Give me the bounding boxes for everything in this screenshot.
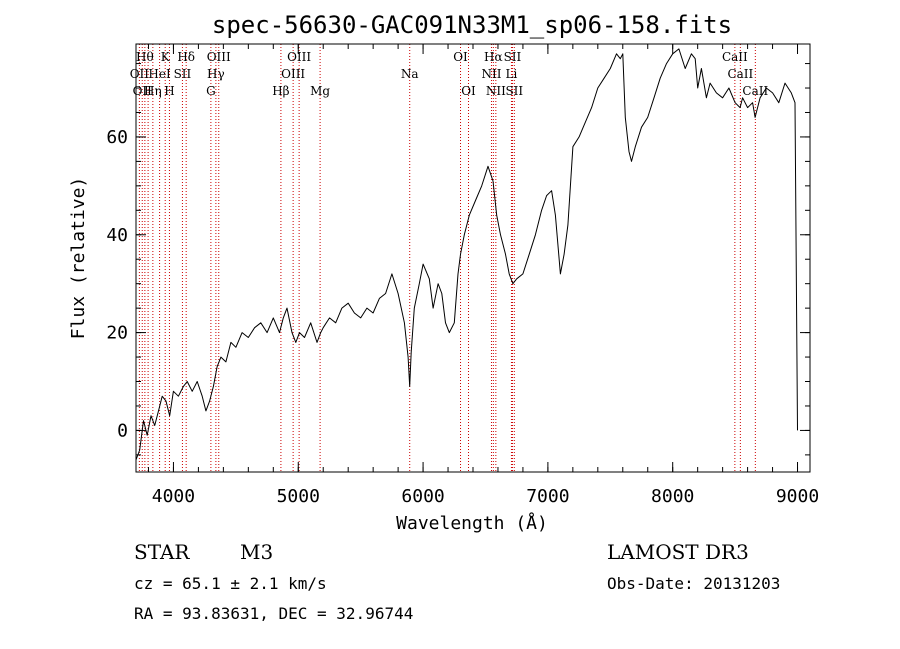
line-marker-label-2: Hθ <box>136 50 154 64</box>
line-marker-label-8: SII <box>174 67 192 81</box>
object-class: STAR <box>134 540 190 564</box>
spectral-line-labels: OIIOIIHθHηHeIKHSIIHδGHγOIIIHβOIIIOIIIMgN… <box>130 50 769 98</box>
line-marker-label-18: OI <box>453 50 468 64</box>
spectrum-series <box>135 48 798 460</box>
y-tick-label-3: 60 <box>106 127 128 148</box>
x-tick-label-4: 8000 <box>651 486 694 507</box>
line-marker-label-23: Li <box>506 67 518 81</box>
line-marker-label-4: Hη <box>144 84 162 98</box>
line-marker-label-25: SII <box>505 84 523 98</box>
spectral-line-markers <box>138 44 756 472</box>
object-subclass: M3 <box>240 540 273 564</box>
line-marker-label-26: CaII <box>722 50 748 64</box>
line-marker-label-10: G <box>206 84 216 98</box>
line-marker-label-22: NII <box>486 84 506 98</box>
line-marker-label-9: Hδ <box>177 50 195 64</box>
line-marker-label-6: K <box>161 50 171 64</box>
y-tick-label-0: 0 <box>117 420 128 441</box>
x-tick-label-0: 4000 <box>152 486 195 507</box>
line-marker-label-1: OII <box>133 84 153 98</box>
line-marker-label-19: OI <box>461 84 476 98</box>
line-marker-label-17: Na <box>401 67 419 81</box>
line-marker-label-20: NII <box>481 67 501 81</box>
x-tick-label-3: 7000 <box>526 486 569 507</box>
y-tick-label-2: 40 <box>106 225 128 246</box>
line-marker-label-11: Hγ <box>207 67 225 81</box>
line-marker-label-15: OIII <box>287 50 311 64</box>
line-marker-label-7: H <box>164 84 174 98</box>
line-marker-label-5: HeI <box>148 67 171 81</box>
line-marker-label-13: Hβ <box>272 84 289 98</box>
line-marker-label-27: CaII <box>727 67 753 81</box>
axis-ticks <box>136 44 810 472</box>
line-marker-label-21: Hα <box>484 50 503 64</box>
x-tick-label-1: 5000 <box>277 486 320 507</box>
plot-frame <box>135 43 811 473</box>
survey-name: LAMOST DR3 <box>607 540 749 564</box>
line-marker-label-0: OII <box>130 67 150 81</box>
y-axis-label: Flux (relative) <box>68 177 89 340</box>
line-marker-label-24: SII <box>504 50 522 64</box>
chart-title: spec-56630-GAC091N33M1_sp06-158.fits <box>212 11 732 39</box>
observation-date: Obs-Date: 20131203 <box>607 574 780 593</box>
redshift-velocity: cz = 65.1 ± 2.1 km/s <box>134 574 327 593</box>
spectrum-line-0 <box>135 48 798 460</box>
line-marker-label-16: Mg <box>310 84 330 98</box>
y-tick-label-1: 20 <box>106 323 128 344</box>
x-tick-label-2: 6000 <box>401 486 444 507</box>
sky-coordinates: RA = 93.83631, DEC = 32.96744 <box>134 604 413 623</box>
line-marker-label-12: OIII <box>207 50 231 64</box>
line-marker-label-14: OIII <box>281 67 305 81</box>
x-tick-label-5: 9000 <box>776 486 819 507</box>
x-axis-label: Wavelength (Å) <box>396 512 548 534</box>
axis-tick-labels: 4000 5000 6000 7000 8000 9000 0 20 40 60 <box>106 127 819 507</box>
